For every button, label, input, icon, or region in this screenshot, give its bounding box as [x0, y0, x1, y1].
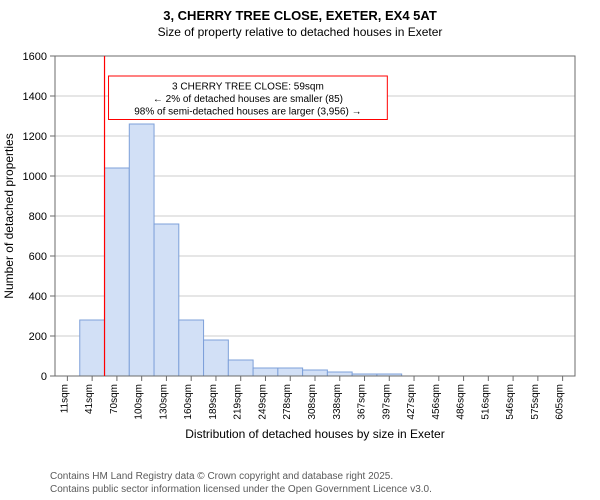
svg-text:0: 0 [41, 371, 47, 383]
x-tick-label: 486sqm [456, 384, 467, 420]
y-axis-label: Number of detached properties [2, 133, 16, 298]
histogram-bar [105, 168, 130, 376]
histogram-bar [303, 370, 328, 376]
x-tick-label: 100sqm [134, 384, 145, 420]
svg-text:800: 800 [29, 211, 47, 223]
x-tick-label: 427sqm [406, 384, 417, 420]
annotation-line: 3 CHERRY TREE CLOSE: 59sqm [172, 82, 324, 93]
x-tick-label: 219sqm [233, 384, 244, 420]
x-tick-label: 130sqm [158, 384, 169, 420]
svg-text:1400: 1400 [23, 91, 47, 103]
histogram-bar [80, 320, 105, 376]
x-tick-label: 160sqm [183, 384, 194, 420]
x-tick-label: 41sqm [84, 384, 95, 414]
svg-text:400: 400 [29, 291, 47, 303]
histogram-bar [154, 224, 179, 376]
page-title: 3, CHERRY TREE CLOSE, EXETER, EX4 5AT [0, 0, 600, 23]
histogram-bar [204, 340, 229, 376]
x-tick-label: 70sqm [109, 384, 120, 414]
annotation-line: ← 2% of detached houses are smaller (85) [153, 94, 343, 105]
x-tick-label: 516sqm [480, 384, 491, 420]
svg-text:600: 600 [29, 251, 47, 263]
footer-line-2: Contains public sector information licen… [50, 484, 592, 497]
footer-line-1: Contains HM Land Registry data © Crown c… [50, 471, 592, 484]
histogram-bar [179, 320, 204, 376]
svg-text:200: 200 [29, 331, 47, 343]
x-tick-label: 575sqm [530, 384, 541, 420]
x-tick-label: 605sqm [555, 384, 566, 420]
histogram-bar [129, 124, 154, 376]
x-tick-label: 11sqm [59, 384, 70, 413]
footer-attribution: Contains HM Land Registry data © Crown c… [50, 471, 592, 496]
annotation-line: 98% of semi-detached houses are larger (… [134, 107, 361, 118]
svg-text:1200: 1200 [23, 131, 47, 143]
x-axis-label: Distribution of detached houses by size … [185, 427, 444, 441]
x-tick-label: 456sqm [431, 384, 442, 420]
page-subtitle: Size of property relative to detached ho… [0, 23, 600, 43]
x-tick-label: 189sqm [208, 384, 219, 420]
x-tick-label: 397sqm [381, 384, 392, 420]
histogram-chart: 0 200 400 600 800 1000 1200 1400 1600 11sqm 41sqm 7… [0, 46, 600, 462]
histogram-bar [228, 360, 253, 376]
histogram-bar [253, 368, 278, 376]
histogram-bar [278, 368, 303, 376]
x-tick-label: 308sqm [307, 384, 318, 420]
x-tick-label: 278sqm [282, 384, 293, 420]
svg-text:1600: 1600 [23, 51, 47, 63]
x-tick-label: 249sqm [257, 384, 268, 420]
svg-text:1000: 1000 [23, 171, 47, 183]
histogram-bar [327, 372, 352, 376]
x-tick-label: 367sqm [357, 384, 368, 420]
x-tick-label: 546sqm [505, 384, 516, 420]
x-tick-label: 338sqm [332, 384, 343, 420]
